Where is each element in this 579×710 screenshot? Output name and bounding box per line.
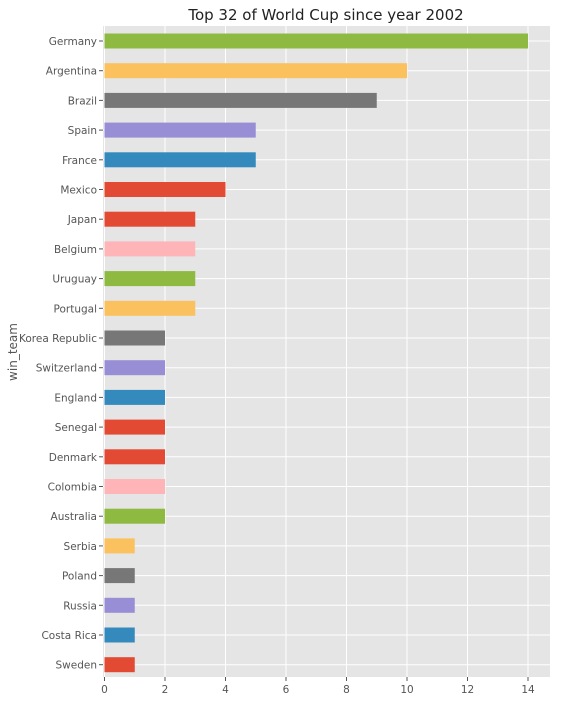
bar-argentina: [104, 63, 407, 79]
bar-senegal: [104, 419, 165, 435]
bar-belgium: [104, 241, 196, 257]
bar-russia: [104, 597, 135, 613]
x-tick-labels: 0 2 4 6 8 10 12 14: [101, 677, 535, 696]
bar-switzerland: [104, 360, 165, 376]
bar-spain: [104, 122, 256, 138]
bar-uruguay: [104, 271, 196, 287]
bar-australia: [104, 508, 165, 524]
bar-poland: [104, 568, 135, 584]
x-tick-label: 2: [162, 684, 169, 696]
bar-brazil: [104, 92, 377, 108]
y-tick-label: Senegal: [55, 422, 97, 434]
y-tick-label: Belgium: [54, 244, 97, 256]
y-tick-label: Colombia: [48, 482, 97, 494]
bars: [104, 33, 528, 673]
x-tick-label: 4: [222, 684, 229, 696]
y-tick-label: Argentina: [46, 66, 97, 78]
y-tick-label: Japan: [67, 214, 97, 226]
x-tick-label: 12: [461, 684, 474, 696]
bar-colombia: [104, 479, 165, 494]
y-tick-label: Brazil: [68, 95, 97, 107]
bar-denmark: [104, 449, 165, 465]
bar-japan: [104, 211, 196, 227]
y-axis-label: win_team: [6, 323, 20, 381]
bar-sweden: [104, 657, 135, 673]
y-tick-label: Australia: [51, 511, 97, 523]
x-tick-label: 14: [521, 684, 535, 696]
y-tick-label: Serbia: [64, 541, 97, 553]
x-tick-label: 10: [400, 684, 413, 696]
y-tick-label: Poland: [62, 571, 97, 583]
y-tick-label: England: [54, 392, 97, 404]
bar-portugal: [104, 300, 196, 316]
bar-costa-rica: [104, 627, 135, 643]
x-tick-label: 6: [283, 684, 290, 696]
y-tick-label: Portugal: [54, 303, 98, 315]
y-tick-label: Russia: [63, 600, 97, 612]
x-tick-label: 0: [101, 684, 108, 696]
y-tick-label: Costa Rica: [41, 630, 97, 642]
bar-england: [104, 389, 165, 405]
bar-korea-republic: [104, 330, 165, 346]
y-tick-label: Sweden: [56, 660, 98, 672]
bar-mexico: [104, 182, 226, 197]
y-tick-label: Mexico: [60, 185, 97, 197]
y-tick-label: Denmark: [49, 452, 98, 464]
bar-serbia: [104, 538, 135, 554]
x-tick-label: 8: [343, 684, 350, 696]
bar-france: [104, 152, 256, 168]
y-tick-label: Spain: [68, 125, 97, 137]
y-tick-label: France: [62, 155, 97, 167]
bar-germany: [104, 33, 528, 49]
y-tick-labels: Germany Argentina Brazil Spain France Mexico J…: [19, 36, 103, 672]
y-tick-label: Germany: [49, 36, 97, 48]
y-tick-label: Switzerland: [36, 363, 97, 375]
y-tick-label: Uruguay: [52, 274, 97, 286]
y-tick-label: Korea Republic: [19, 333, 97, 345]
chart-title: Top 32 of World Cup since year 2002: [187, 6, 463, 24]
